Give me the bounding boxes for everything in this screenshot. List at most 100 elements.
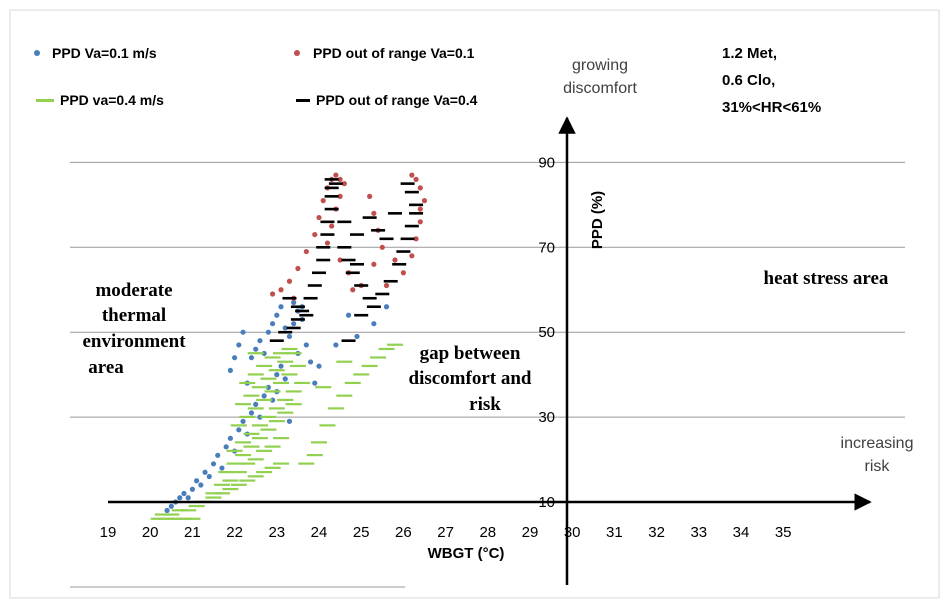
series-0-point-59 [354,333,360,340]
series-0-point-18 [240,418,246,424]
legend-marker-va01 [34,50,40,56]
series-2-point-2 [167,517,184,520]
series-0-point-60 [286,418,293,424]
series-3-point-11 [320,220,335,224]
series-3-point-17 [337,246,352,249]
series-2-point-52 [273,381,290,385]
legend-marker-out-va04 [296,99,310,102]
risk-caption-line1: increasing [841,435,914,452]
series-0-point-28 [282,376,288,382]
series-2-point-22 [222,479,239,482]
series-2-point-34 [260,428,277,431]
series-2-point-4 [184,517,201,520]
series-1-point-17 [337,257,343,263]
series-0-point-35 [274,312,280,318]
series-1-point-26 [400,270,406,276]
series-2-point-54 [289,364,306,368]
series-2-point-81 [336,360,353,363]
series-3-point-16 [328,182,343,185]
series-0-point-31 [257,338,263,344]
series-0-point-45 [240,329,246,335]
series-2-point-44 [277,398,294,402]
series-2-point-80 [315,386,332,389]
series-3-point-7 [312,271,326,275]
series-3-point-33 [404,190,419,194]
series-3-point-21 [362,296,377,300]
series-1-point-29 [417,219,423,225]
series-0-point-10 [206,473,212,480]
series-0-point-26 [274,372,280,378]
series-0-point-58 [371,321,377,327]
series-2-point-57 [251,386,268,389]
series-2-point-14 [230,483,247,486]
series-2-point-65 [264,356,281,359]
gap-area-line2: discomfort and [409,368,532,389]
gap-area-line1: gap between [420,343,521,364]
series-2-point-39 [235,441,252,444]
series-0-point-30 [253,346,259,352]
legend-label-va01: PPD Va=0.1 m/s [52,45,157,61]
series-layer [150,172,428,520]
series-0-point-55 [333,342,339,348]
series-3 [269,178,424,342]
x-tick-29: 29 [522,524,539,541]
series-3-point-30 [404,224,419,228]
series-2-point-30 [226,462,243,465]
series-2-point-56 [243,394,260,397]
series-2-point-36 [277,411,294,414]
series-0-point-27 [278,363,284,369]
x-tick-30: 30 [564,524,581,541]
series-1-point-30 [417,206,423,212]
y-tick-30: 30 [538,409,555,426]
series-1-point-34 [409,172,415,178]
y-tick-70: 70 [538,239,555,256]
series-2-point-53 [281,373,298,376]
series-2-point-74 [336,394,353,397]
discomfort-caption-line1: growing [572,57,628,74]
x-tick-33: 33 [690,524,707,541]
moderate-area-line3: environment [82,331,186,352]
series-1-point-33 [413,176,419,182]
series-1-point-13 [337,193,343,199]
series-0-point-5 [185,495,191,501]
gap-area-label: gap between discomfort and risk [409,343,532,415]
series-2-point-32 [243,445,260,448]
series-0-point-3 [177,495,183,501]
series-2-point-17 [256,470,273,474]
series-3-point-10 [320,233,335,236]
series-0-point-47 [232,355,238,361]
series-2-point-78 [370,356,387,359]
series-2-point-46 [294,381,311,385]
series-0-point-0 [164,507,170,514]
series-0-point-13 [219,465,225,471]
series-1-point-25 [383,282,390,289]
series-0-point-54 [345,312,352,318]
series-0-point-38 [286,333,293,340]
series-2-point-58 [260,377,277,380]
series-2-point-38 [226,449,243,452]
series-2-point-7 [171,509,188,512]
series-1-point-10 [333,172,339,178]
series-2-point-15 [239,479,256,482]
moderate-area-line1: moderate [95,280,172,301]
series-3-point-3 [290,318,305,321]
series-3-point-0 [269,339,284,342]
series-0-point-51 [291,321,297,327]
legend-label-va04: PPD va=0.4 m/s [60,92,164,108]
series-2-point-51 [264,390,281,393]
series-1-point-5 [312,231,318,238]
x-tick-25: 25 [353,524,370,541]
series-0-point-6 [189,486,195,492]
y-axis-title: PPD (%) [589,191,606,249]
x-tick-26: 26 [395,524,412,541]
series-2-point-12 [213,492,230,495]
series-1-point-12 [341,181,347,187]
x-tick-22: 22 [226,524,243,541]
series-2-point-63 [247,373,264,376]
x-tick-24: 24 [311,524,328,541]
series-3-point-38 [387,212,402,215]
series-2-point-28 [273,437,290,440]
legend-label-out-va01: PPD out of range Va=0.1 [313,45,475,61]
series-2-point-42 [260,415,277,418]
series-2-point-55 [235,403,252,406]
